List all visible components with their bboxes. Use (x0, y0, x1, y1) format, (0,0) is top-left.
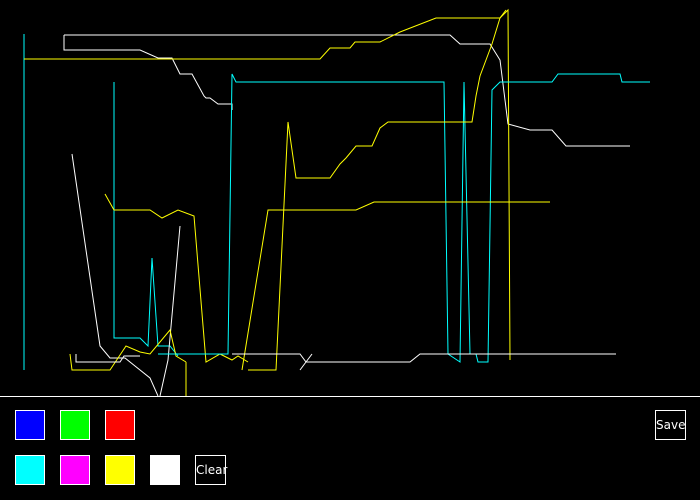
drawing-canvas[interactable] (0, 0, 700, 396)
canvas-stroke-12 (158, 73, 650, 363)
clear-button[interactable]: Clear (195, 455, 227, 485)
color-swatch-white[interactable] (150, 455, 180, 485)
color-swatch-green[interactable] (60, 410, 90, 440)
canvas-stroke-13 (241, 201, 550, 371)
canvas-stroke-3 (64, 34, 630, 147)
color-swatch-blue[interactable] (15, 410, 45, 440)
toolbar-divider (0, 396, 700, 397)
drawing-canvas-surface[interactable] (0, 0, 700, 396)
canvas-stroke-10 (75, 354, 140, 363)
canvas-stroke-8 (159, 225, 181, 396)
color-swatch-cyan[interactable] (15, 455, 45, 485)
canvas-stroke-5 (113, 82, 179, 357)
canvas-stroke-14 (248, 9, 507, 371)
color-swatch-yellow[interactable] (105, 455, 135, 485)
color-swatch-red[interactable] (105, 410, 135, 440)
canvas-stroke-16 (299, 353, 313, 371)
color-swatch-magenta[interactable] (60, 455, 90, 485)
save-button[interactable]: Save (655, 410, 686, 440)
canvas-stroke-4 (24, 8, 511, 361)
canvas-stroke-6 (71, 153, 159, 396)
canvas-stroke-2 (63, 35, 233, 110)
canvas-stroke-9 (69, 328, 187, 371)
canvas-stroke-7 (104, 193, 249, 363)
canvas-stroke-15 (232, 353, 616, 363)
